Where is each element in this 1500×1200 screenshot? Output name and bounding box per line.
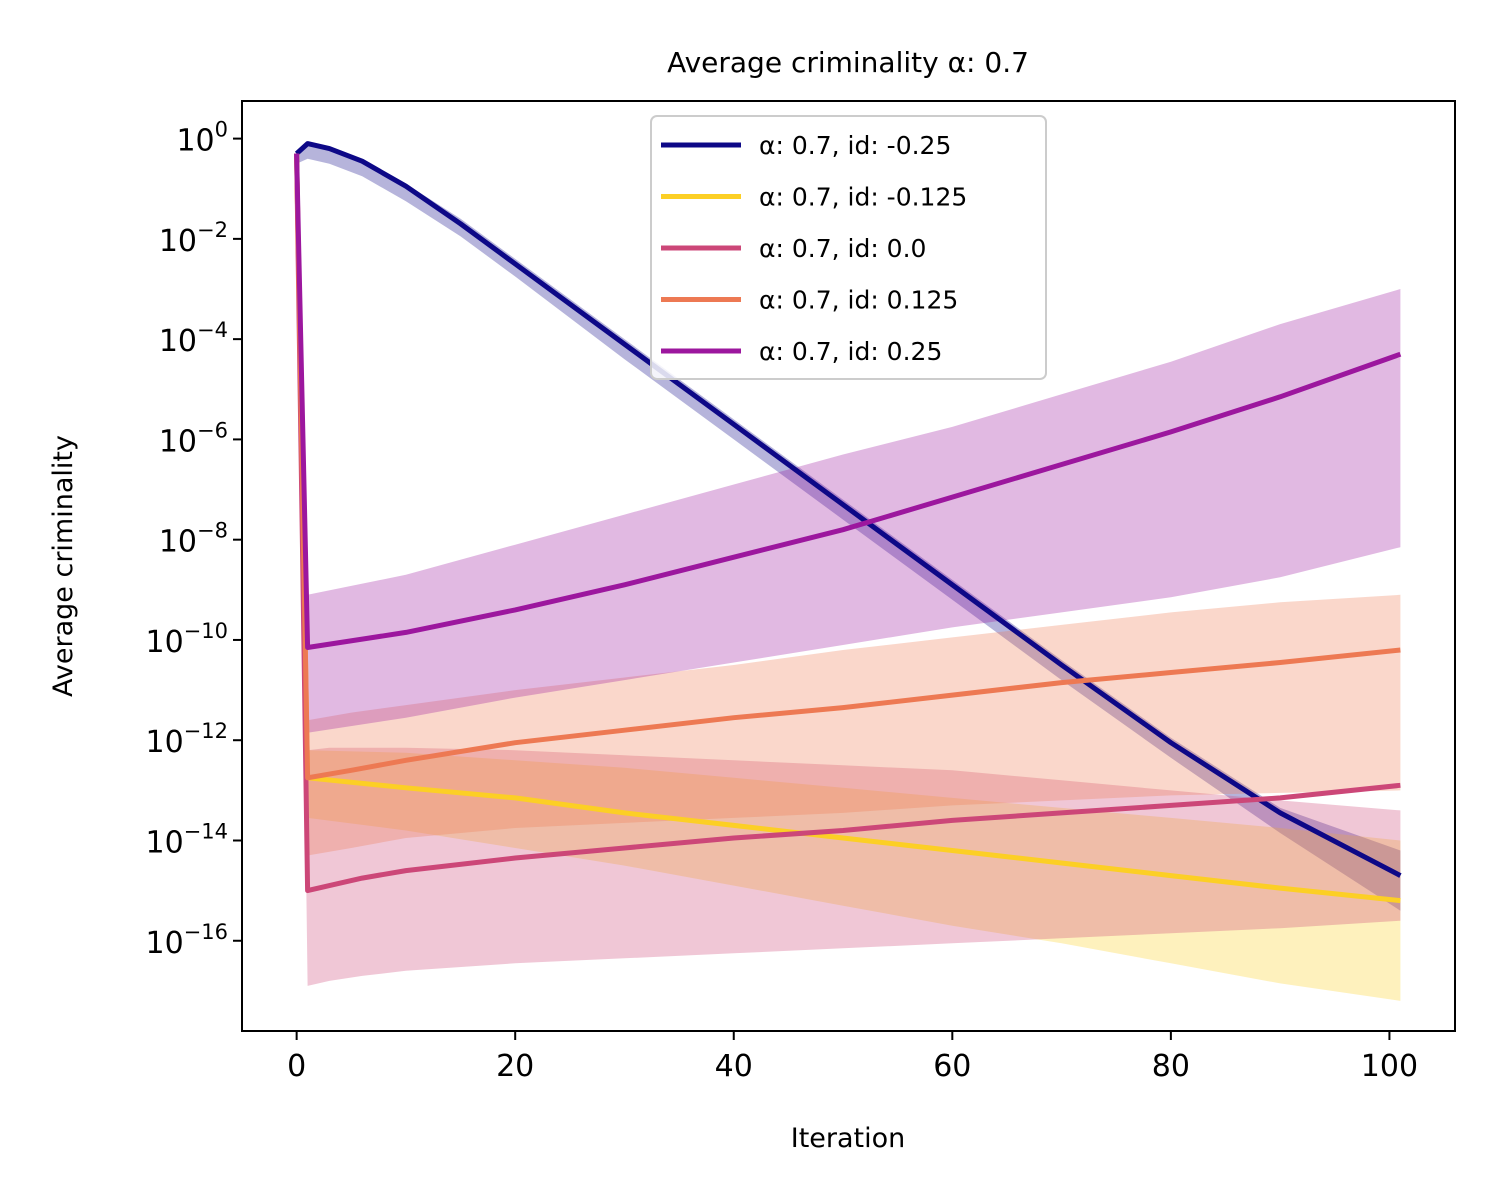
line-series-4 [294, 153, 1402, 650]
legend-label-3: α: 0.7, id: 0.125 [759, 286, 958, 315]
x-axis-label: Iteration [791, 1123, 906, 1154]
legend-label-2: α: 0.7, id: 0.0 [759, 234, 926, 263]
y-tick-label-1: 10−2 [159, 218, 228, 259]
y-tick-label-4: 10−8 [159, 519, 228, 560]
y-tick-label-8: 10−16 [145, 920, 228, 961]
band-series-3 [296, 153, 1401, 856]
y-tick-label-7: 10−14 [145, 819, 228, 860]
band-series-2 [296, 153, 1401, 986]
line-series-3 [294, 153, 1401, 781]
legend-label-0: α: 0.7, id: -0.25 [759, 131, 951, 160]
legend-label-4: α: 0.7, id: 0.25 [759, 337, 942, 366]
y-tick-label-5: 10−10 [145, 619, 228, 660]
confidence-bands [296, 143, 1401, 1001]
plot-frame [241, 100, 1456, 1032]
y-tick-label-3: 10−6 [159, 418, 228, 459]
x-tick-label-1: 20 [496, 1049, 534, 1084]
line-series-1 [294, 153, 1401, 904]
x-axis: 0 20 40 60 80 100 [287, 1031, 1418, 1084]
legend: α: 0.7, id: -0.25 α: 0.7, id: -0.125 α: 0.… [650, 115, 1047, 380]
series-lines [294, 141, 1402, 904]
band-series-0 [296, 143, 1401, 911]
x-tick-label-3: 60 [933, 1049, 971, 1084]
line-series-0 [294, 141, 1402, 878]
x-tick-label-4: 80 [1152, 1049, 1190, 1084]
y-tick-label-0: 100 [176, 118, 228, 159]
y-tick-label-6: 10−12 [145, 719, 228, 760]
band-series-4 [296, 153, 1401, 733]
legend-label-1: α: 0.7, id: -0.125 [759, 183, 967, 212]
line-series-2 [294, 153, 1401, 894]
chart-title: Average criminality α: 0.7 [667, 46, 1029, 79]
x-tick-label-5: 100 [1361, 1049, 1418, 1084]
y-tick-label-2: 10−4 [159, 318, 228, 359]
x-tick-label-2: 40 [715, 1049, 753, 1084]
legend-box [650, 115, 1047, 380]
x-tick-label-0: 0 [287, 1049, 306, 1084]
y-axis: 100 10−2 10−4 10−6 10−8 10−10 10−12 10−14 10−16 [145, 118, 242, 961]
band-series-1 [296, 153, 1401, 1001]
y-axis-label: Average criminality [48, 435, 79, 697]
